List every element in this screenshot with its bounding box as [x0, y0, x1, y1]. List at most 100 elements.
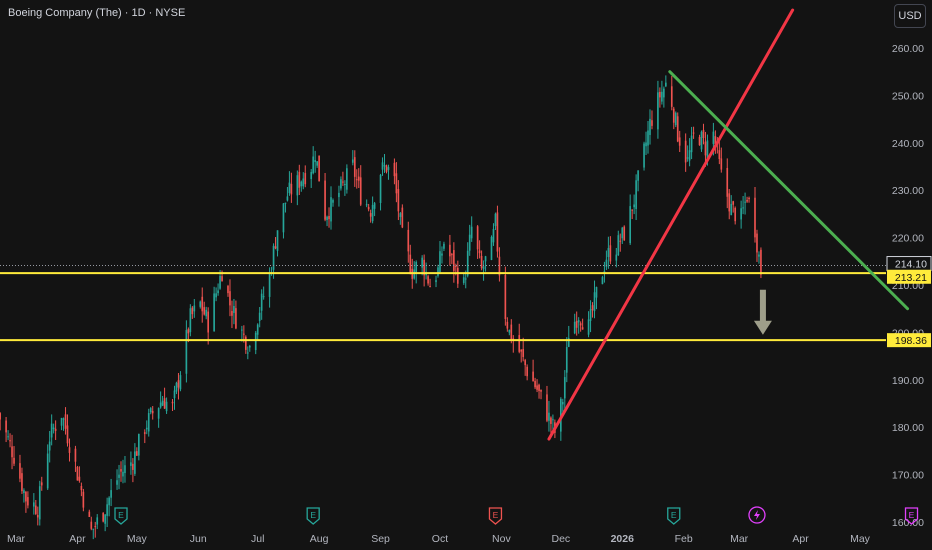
candle — [657, 80, 659, 139]
candle — [383, 154, 386, 173]
candle-body — [623, 226, 626, 241]
earnings-event-icon[interactable]: E — [488, 507, 503, 525]
candle-body — [381, 162, 384, 170]
candle — [621, 226, 624, 244]
candle — [518, 323, 521, 354]
candle-body — [92, 528, 95, 530]
candles-layer — [0, 75, 762, 540]
candle-body — [399, 213, 402, 217]
candle — [143, 429, 146, 444]
flash-event-icon — [748, 506, 766, 524]
earnings-event-icon[interactable]: E — [306, 507, 320, 525]
candle — [466, 242, 469, 278]
candle-body — [508, 329, 511, 333]
candle-body — [163, 398, 166, 409]
candle — [159, 391, 162, 409]
candle-body — [66, 425, 69, 444]
candle — [151, 406, 154, 420]
candle-body — [615, 254, 618, 261]
candle — [629, 194, 632, 245]
y-tick-label: 250.00 — [892, 90, 924, 102]
currency-button[interactable]: USD — [894, 4, 926, 28]
candle — [312, 146, 315, 175]
candle-body — [300, 181, 303, 187]
candle — [413, 261, 416, 280]
drawings-layer — [0, 8, 910, 441]
candle — [651, 110, 653, 130]
candle — [13, 446, 15, 467]
candle-body — [165, 401, 168, 412]
candle-body — [754, 197, 756, 238]
candle — [318, 155, 320, 182]
candle — [441, 246, 443, 264]
candle-body — [161, 400, 164, 406]
candle-body — [40, 482, 43, 486]
candle-body — [130, 462, 132, 466]
candle-body — [617, 235, 620, 255]
candle-body — [272, 245, 275, 270]
candle-body — [480, 255, 483, 269]
candle-body — [633, 204, 635, 208]
event-badge — [306, 507, 320, 525]
candle — [401, 204, 404, 229]
candle — [468, 224, 471, 256]
candle-body — [282, 203, 285, 233]
candle-body — [453, 250, 455, 271]
candle — [340, 176, 342, 191]
candle-body — [132, 463, 134, 470]
candle-body — [456, 267, 459, 284]
candle — [207, 307, 210, 345]
candle — [60, 417, 63, 431]
candle-body — [476, 226, 479, 250]
candle — [177, 373, 180, 400]
price-label-text: 213.21 — [895, 272, 927, 284]
candle-body — [179, 375, 182, 390]
candle — [138, 433, 140, 461]
candle — [9, 433, 11, 448]
candle — [550, 416, 552, 436]
candle-body — [496, 212, 499, 252]
candle — [235, 300, 237, 330]
candle-body — [246, 352, 249, 354]
candle-body — [409, 254, 412, 273]
candle-body — [401, 207, 404, 228]
candle — [161, 395, 164, 407]
candle-body — [324, 180, 326, 220]
candle-body — [563, 377, 566, 399]
earnings-event-icon[interactable]: E — [667, 507, 681, 525]
candle-body — [74, 448, 77, 462]
x-tick-label: Mar — [7, 533, 26, 545]
candle — [720, 147, 723, 173]
candle — [758, 251, 760, 264]
candle — [742, 196, 744, 215]
candle — [579, 321, 582, 332]
candle-body — [498, 256, 501, 276]
price-label-text: 214.10 — [895, 259, 927, 271]
candle — [215, 287, 217, 302]
chart-title: Boeing Company (The) · 1D · NYSE — [8, 7, 186, 19]
candle — [288, 171, 291, 196]
candle-body — [38, 486, 41, 520]
candle-body — [367, 206, 370, 210]
earnings-event-icon[interactable]: E — [114, 507, 128, 525]
candle — [698, 134, 701, 146]
candle-body — [506, 321, 509, 329]
candle-body — [439, 251, 441, 273]
candle-body — [700, 131, 703, 150]
candle-body — [25, 491, 27, 502]
candle — [702, 123, 705, 145]
candle-body — [532, 371, 534, 382]
y-tick-label: 260.00 — [892, 43, 924, 55]
candle-body — [621, 227, 624, 239]
candle — [734, 206, 737, 225]
earnings-event-icon[interactable]: E — [904, 507, 919, 525]
candle-body — [221, 276, 223, 282]
candle — [494, 212, 497, 230]
candle-body — [68, 447, 71, 453]
candle — [546, 385, 548, 423]
candle — [395, 162, 398, 203]
candle — [672, 106, 675, 130]
candle — [94, 521, 97, 538]
candle-body — [332, 200, 334, 203]
